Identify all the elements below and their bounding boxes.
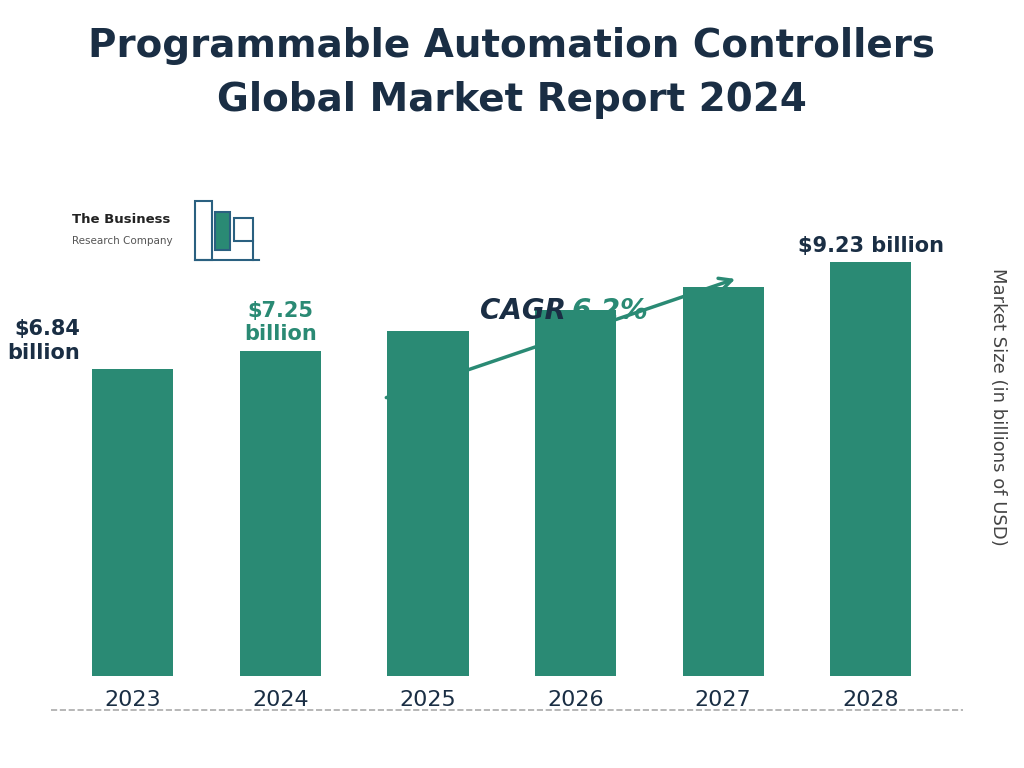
- Bar: [233, 218, 253, 241]
- Text: Market Size (in billions of USD): Market Size (in billions of USD): [989, 268, 1008, 546]
- Text: $7.25
billion: $7.25 billion: [244, 301, 316, 344]
- Text: $6.84
billion: $6.84 billion: [7, 319, 80, 362]
- Text: The Business: The Business: [72, 214, 170, 226]
- Text: CAGR: CAGR: [479, 297, 575, 326]
- Text: $9.23 billion: $9.23 billion: [798, 236, 944, 256]
- Text: 6.2%: 6.2%: [571, 297, 648, 326]
- Bar: [240, 351, 321, 676]
- Text: Research Company: Research Company: [72, 236, 172, 247]
- Bar: [92, 369, 173, 676]
- Text: Global Market Report 2024: Global Market Report 2024: [217, 81, 807, 118]
- Bar: [830, 263, 911, 676]
- Bar: [683, 287, 764, 676]
- Bar: [195, 201, 212, 260]
- Bar: [535, 310, 616, 676]
- Bar: [387, 331, 469, 676]
- Text: Programmable Automation Controllers: Programmable Automation Controllers: [88, 27, 936, 65]
- Bar: [215, 212, 230, 250]
